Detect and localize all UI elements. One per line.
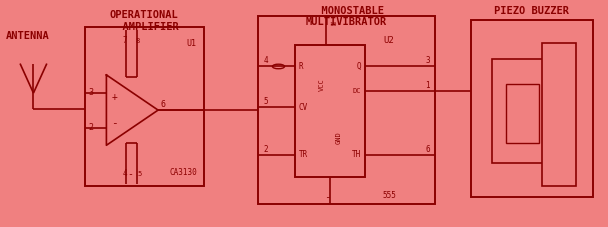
Text: PIEZO BUZZER: PIEZO BUZZER [494,6,570,16]
Bar [492,59,562,163]
Bar [542,43,576,186]
Text: +: + [111,92,117,102]
Text: U2: U2 [384,36,395,45]
Text: 2: 2 [263,145,268,153]
Bar [258,16,435,204]
Text: -: - [324,192,331,202]
Text: TR: TR [299,150,308,159]
Text: DC: DC [353,89,361,94]
Text: 4: 4 [263,56,268,65]
Text: R: R [299,62,303,71]
Bar [506,84,539,143]
Text: 6: 6 [161,100,165,109]
Text: 4: 4 [122,169,127,178]
Bar [85,27,204,186]
Text: 10: 10 [330,22,337,27]
Circle shape [272,64,285,69]
Text: MONOSTABLE
MULTIVIBRATOR: MONOSTABLE MULTIVIBRATOR [306,6,387,27]
Text: 6: 6 [425,145,430,153]
Bar [295,45,365,177]
Text: 5: 5 [263,97,268,106]
Text: GND: GND [335,131,341,144]
Text: 8: 8 [136,38,140,44]
Text: 3: 3 [425,56,430,65]
Text: -: - [111,118,118,128]
Bar [471,20,593,197]
Text: TH: TH [352,150,361,159]
Text: 2: 2 [89,123,94,132]
Text: OPERATIONAL
  AMPLIFIER: OPERATIONAL AMPLIFIER [109,10,179,32]
Text: 3: 3 [89,88,94,97]
Text: CV: CV [299,103,308,112]
Text: -: - [128,169,134,179]
Text: U1: U1 [187,39,196,48]
Text: 555: 555 [382,191,396,200]
Text: Q: Q [356,62,361,71]
Text: ANTENNA: ANTENNA [6,31,50,41]
Text: 5: 5 [137,171,141,177]
Text: 7: 7 [122,36,127,45]
Text: VCC: VCC [319,79,325,91]
Text: 1: 1 [425,81,430,90]
Text: CA3130: CA3130 [170,168,198,177]
